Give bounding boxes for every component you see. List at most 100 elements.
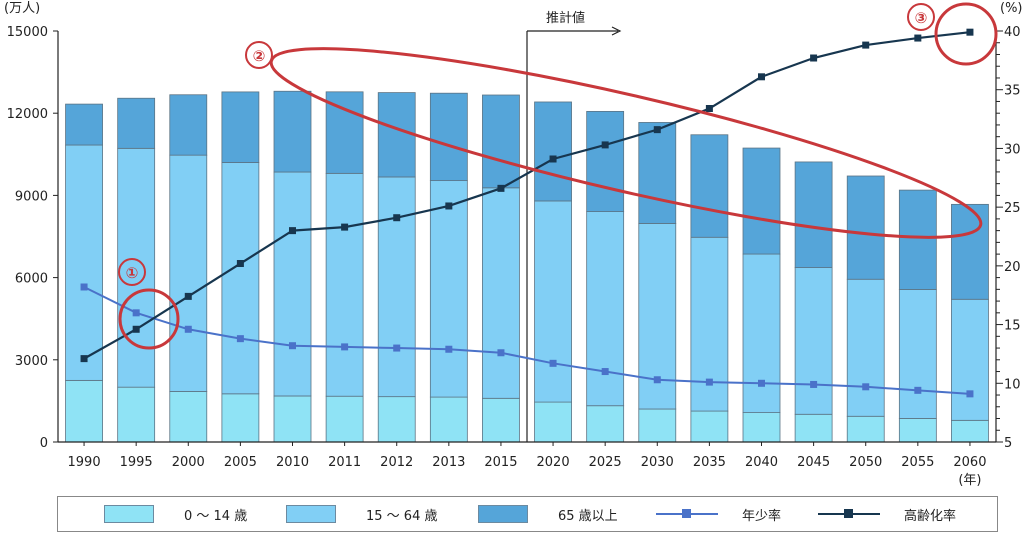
line-point-0-2045: [810, 380, 818, 388]
x-tick-label-1995: 1995: [120, 455, 153, 470]
right-tick-label-40: 40: [1004, 25, 1021, 40]
line-point-1-2030: [653, 126, 661, 134]
bar-seg-0-2035: [690, 410, 729, 443]
x-tick-label-2050: 2050: [849, 455, 882, 470]
x-tick-label-2025: 2025: [589, 455, 622, 470]
bar-seg-1-2050: [846, 278, 885, 417]
legend-swatch-youth-ratio: [656, 505, 718, 523]
line-1: [83, 31, 971, 360]
line-point-0-2040: [758, 379, 765, 387]
line-point-0-2011: [341, 343, 349, 351]
x-tick-label-2060: 2060: [953, 455, 986, 470]
x-tick-label-2030: 2030: [641, 455, 674, 470]
line-point-1-2050: [862, 41, 870, 49]
right-tick-label-20: 20: [1004, 260, 1021, 275]
annotation-badge-1: [118, 258, 146, 286]
bar-seg-2-2005: [221, 91, 260, 163]
line-point-1-2025: [601, 141, 609, 149]
bar-seg-1-2040: [742, 253, 781, 413]
line-point-0-2010: [289, 342, 296, 350]
line-point-1-2015: [497, 184, 505, 192]
line-point-1-2005: [236, 260, 244, 268]
bar-seg-1-2060: [951, 298, 989, 421]
x-tick-label-2011: 2011: [328, 455, 361, 470]
bar-seg-0-2010: [273, 395, 312, 443]
line-point-1-2055: [914, 34, 922, 42]
projection-arrow-head: [611, 26, 622, 36]
bar-seg-1-2012: [377, 176, 416, 398]
line-point-0-2025: [601, 368, 609, 376]
annotation-label-2: ②: [253, 47, 266, 65]
bar-seg-2-2010: [273, 90, 312, 173]
x-tick-label-2000: 2000: [172, 455, 205, 470]
legend-label-youth-ratio: 年少率: [742, 508, 782, 524]
right-tick-label-25: 25: [1004, 201, 1021, 216]
bar-seg-0-1995: [117, 386, 156, 443]
right-tick-label-35: 35: [1004, 84, 1021, 99]
line-point-1-1990: [80, 355, 88, 363]
left-tick-label-3000: 3000: [15, 354, 48, 369]
bar-seg-2-2015: [482, 94, 520, 189]
legend-label-aging-ratio: 高齢化率: [904, 508, 957, 524]
x-tick-label-2045: 2045: [797, 455, 830, 470]
right-axis-unit: (%): [1000, 1, 1023, 16]
line-point-1-2035: [705, 105, 713, 113]
left-tick-label-6000: 6000: [15, 272, 48, 287]
line-point-0-2012: [393, 344, 401, 352]
x-tick-label-2005: 2005: [224, 455, 257, 470]
line-point-0-2055: [914, 386, 922, 394]
x-tick-label-2020: 2020: [537, 455, 570, 470]
line-point-0-2035: [705, 378, 713, 386]
line-point-1-2060: [966, 28, 974, 36]
projection-label: 推計値: [546, 10, 585, 26]
right-tick-label-15: 15: [1004, 319, 1021, 334]
bar-seg-2-2045: [794, 161, 833, 268]
x-tick-label-2015: 2015: [484, 455, 517, 470]
annotation-label-3: ③: [915, 9, 928, 27]
line-point-0-2060: [966, 390, 974, 398]
bar-seg-1-2011: [325, 172, 364, 397]
line-point-0-2030: [653, 376, 661, 384]
bar-seg-2-2025: [586, 110, 625, 212]
line-point-1-2000: [184, 292, 192, 300]
legend-item-aging-ratio: 高齢化率: [818, 497, 956, 531]
legend-swatch-age-15-64: [286, 505, 336, 523]
bar-seg-2-2060: [951, 203, 989, 300]
bar-seg-0-2060: [951, 419, 989, 443]
bar-seg-0-2055: [898, 418, 937, 443]
line-point-1-2010: [289, 227, 296, 235]
legend-swatch-age-0-14: [104, 505, 154, 523]
x-axis-unit: (年): [958, 473, 981, 488]
x-tick-label-2055: 2055: [901, 455, 934, 470]
annotation-circle-1: [118, 288, 180, 350]
bar-seg-2-2012: [377, 92, 416, 178]
line-point-0-2013: [445, 345, 453, 353]
line-point-1-2020: [549, 155, 557, 163]
x-tick-label-2010: 2010: [276, 455, 309, 470]
left-tick-label-0: 0: [40, 436, 48, 451]
legend-swatch-age-65-plus: [478, 505, 528, 523]
bar-seg-1-2045: [794, 267, 833, 415]
line-point-0-1990: [80, 283, 88, 291]
line-point-1-1995: [132, 325, 140, 333]
bar-seg-1-2010: [273, 171, 312, 397]
line-point-0-2020: [549, 359, 557, 367]
bar-seg-0-1990: [65, 379, 103, 443]
bar-seg-2-2013: [429, 92, 468, 182]
bar-seg-1-2005: [221, 162, 260, 395]
line-point-0-2005: [236, 335, 244, 343]
bar-seg-0-2005: [221, 393, 260, 443]
bar-seg-1-2025: [586, 211, 625, 407]
bar-seg-0-2015: [482, 397, 520, 443]
bar-seg-2-2050: [846, 175, 885, 280]
legend-item-age-0-14: 0 ～ 14 歳: [104, 497, 247, 531]
bar-seg-0-2000: [169, 390, 208, 443]
bar-seg-0-2030: [638, 408, 677, 443]
legend-label-age-15-64: 15 ～ 64 歳: [366, 508, 438, 524]
line-point-0-2015: [497, 349, 505, 357]
annotation-badge-3: [907, 3, 935, 31]
bar-seg-0-2025: [586, 405, 625, 443]
line-0: [83, 286, 971, 395]
left-tick-label-12000: 12000: [7, 107, 48, 122]
bar-seg-2-1990: [65, 103, 103, 146]
